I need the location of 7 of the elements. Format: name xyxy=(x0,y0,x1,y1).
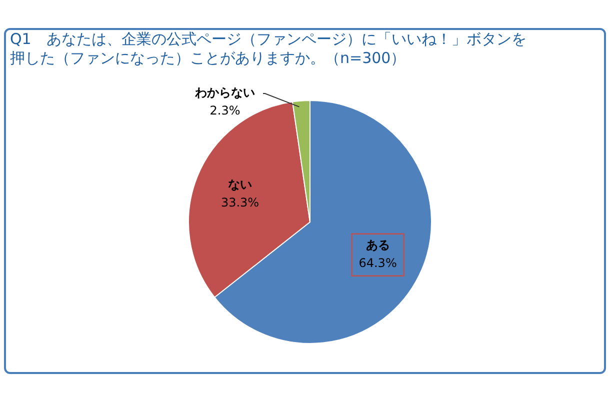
slice-label: ある xyxy=(366,238,390,252)
slice-label: ない xyxy=(228,177,252,192)
chart-title: Q1 あなたは、企業の公式ページ（ファンページ）に「いいね！」ボタンを押した（ファンになった）ことがありますか。（n=300） xyxy=(10,30,528,68)
data-label: 64.3% xyxy=(358,256,397,270)
slice-label: わからない xyxy=(194,86,255,100)
data-label: 33.3% xyxy=(220,195,260,210)
data-label: 2.3% xyxy=(210,104,240,118)
